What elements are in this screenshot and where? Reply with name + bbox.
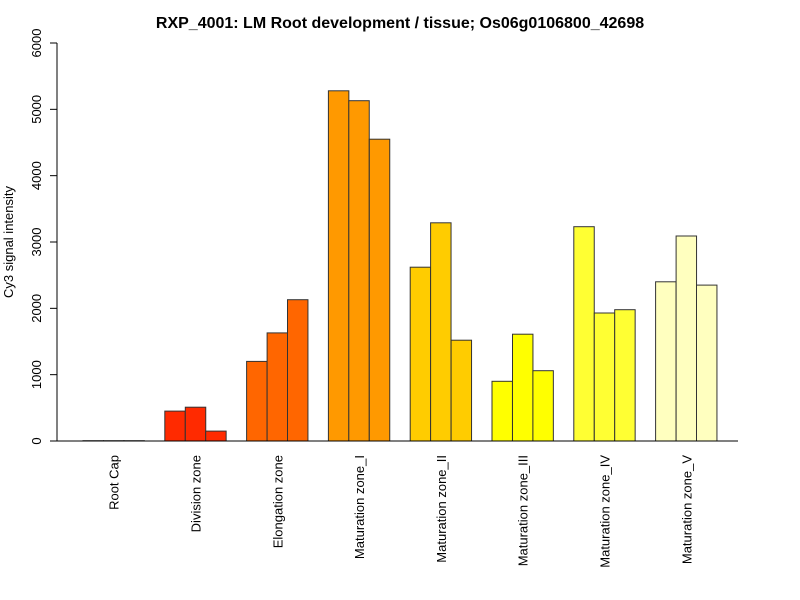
- bar-division-zone-2: [184, 406, 207, 442]
- y-axis-label: Cy3 signal intensity: [1, 186, 16, 298]
- bar-maturation-zone-i-3: [368, 138, 391, 442]
- bar-maturation-zone-v-2: [675, 235, 698, 442]
- y-tick-label: 4000: [29, 161, 44, 190]
- x-labels-group: Root Cap Division zone Elongation zone Matu…: [107, 455, 695, 568]
- bar-maturation-zone-iii-1: [491, 380, 513, 442]
- bar-maturation-zone-iv-3: [614, 309, 636, 442]
- x-tick-label: Elongation zone: [270, 455, 285, 548]
- x-tick-label: Root Cap: [107, 455, 122, 510]
- y-tick-label: 5000: [29, 95, 44, 124]
- y-ticks-group: 0 1000 2000 3000 4000 5000 6000: [29, 29, 57, 445]
- bars-group: [82, 90, 718, 442]
- bar-maturation-zone-i-1: [327, 90, 350, 442]
- bar-maturation-zone-ii-3: [450, 339, 473, 442]
- bar-maturation-zone-iv-2: [593, 312, 616, 442]
- x-tick-label: Division zone: [188, 455, 203, 532]
- y-tick-label: 6000: [29, 29, 44, 58]
- bar-elongation-zone-1: [246, 360, 268, 442]
- bar-maturation-zone-ii-1: [409, 266, 432, 442]
- bar-maturation-zone-v-3: [696, 284, 718, 442]
- bar-maturation-zone-iii-2: [512, 333, 534, 442]
- x-tick-label: Maturation zone_IV: [597, 455, 612, 568]
- y-tick-label: 3000: [29, 228, 44, 257]
- bar-maturation-zone-ii-2: [430, 222, 452, 442]
- chart-title: RXP_4001: LM Root development / tissue; …: [156, 15, 644, 32]
- x-tick-label: Maturation zone_III: [516, 455, 531, 566]
- bar-maturation-zone-iii-3: [532, 370, 554, 442]
- bar-maturation-zone-v-1: [655, 281, 677, 442]
- bar-elongation-zone-2: [266, 332, 289, 442]
- y-tick-label: 0: [29, 437, 44, 444]
- y-tick-label: 2000: [29, 294, 44, 323]
- bar-maturation-zone-iv-1: [573, 226, 595, 442]
- y-tick-label: 1000: [29, 360, 44, 389]
- bar-maturation-zone-i-2: [348, 100, 370, 442]
- x-tick-label: Maturation zone_V: [679, 455, 694, 564]
- bar-elongation-zone-3: [287, 299, 309, 442]
- x-tick-label: Maturation zone_I: [352, 455, 367, 559]
- x-tick-label: Maturation zone_II: [434, 455, 449, 563]
- bar-division-zone-1: [164, 410, 186, 442]
- bar-division-zone-3: [205, 430, 227, 442]
